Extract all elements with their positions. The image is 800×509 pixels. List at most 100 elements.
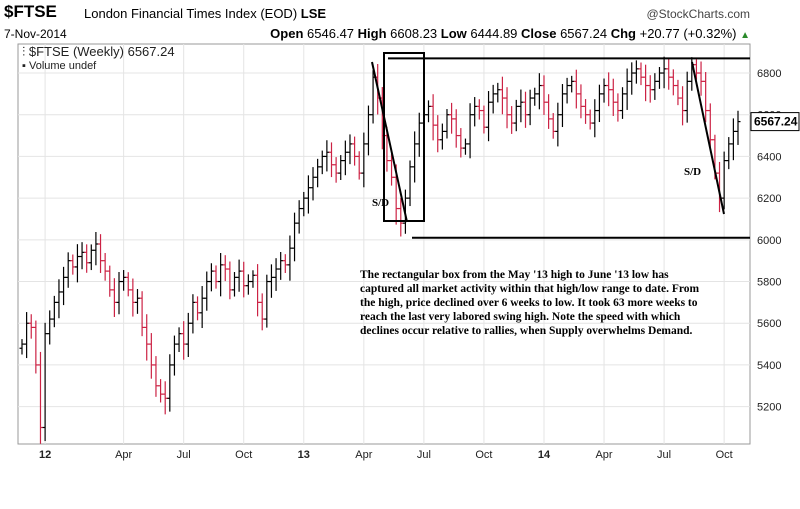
x-tick-label: 12 [39, 449, 51, 461]
price-bar [546, 94, 552, 129]
price-bar [352, 136, 358, 166]
price-bar [606, 72, 612, 107]
price-bar [24, 312, 30, 359]
price-bar [555, 102, 561, 147]
x-tick-label: Jul [417, 449, 431, 461]
high-label: High [357, 26, 387, 41]
price-bar [472, 97, 478, 127]
x-tick-label: Apr [115, 449, 132, 461]
price-bar [51, 295, 57, 328]
price-bar [449, 102, 455, 134]
price-bar [730, 118, 736, 161]
price-bar [407, 160, 413, 207]
price-bar [213, 265, 219, 289]
chg-value: +20.77 (+0.32%) [639, 26, 737, 41]
price-bar [412, 131, 418, 183]
price-bar [185, 312, 191, 358]
price-bar [596, 84, 602, 123]
price-bar [698, 61, 704, 96]
price-bar [629, 62, 635, 95]
price-bar [453, 109, 459, 148]
x-axis: 12 Apr Jul Oct 13 Apr Jul Oct 14 Apr Jul Oct [39, 449, 733, 461]
index-full-name: London Financial Times Index (EOD) [84, 6, 298, 21]
price-bar [98, 234, 104, 273]
price-bar [65, 252, 71, 288]
price-bar [93, 231, 99, 266]
price-bar [513, 99, 519, 132]
brand-link[interactable]: @StockCharts.com [646, 7, 750, 21]
high-value: 6608.23 [390, 26, 438, 41]
close-label: Close [521, 26, 557, 41]
price-bar [610, 78, 616, 116]
chart-annotations [371, 52, 750, 239]
price-bar [61, 266, 67, 306]
price-bar [476, 99, 482, 120]
y-tick-label: 5800 [757, 277, 781, 289]
price-bar [176, 327, 182, 353]
price-bar [573, 69, 579, 109]
price-bar [79, 242, 85, 270]
y-tick-label: 6400 [757, 151, 781, 163]
decline-trendline-right [691, 61, 725, 215]
y-axis: 5200540056005800600062006400660068006567… [750, 68, 800, 414]
price-bar [536, 73, 542, 110]
price-bar [680, 86, 686, 126]
price-bar [518, 89, 524, 123]
price-bar [33, 320, 39, 374]
sd-label-left: S/D [372, 197, 390, 209]
x-tick-label: 14 [538, 449, 551, 461]
price-bar [541, 75, 547, 115]
low-label: Low [440, 26, 467, 41]
price-bar [125, 272, 131, 297]
price-bar [250, 270, 256, 288]
price-bar [495, 82, 501, 103]
price-bar [462, 138, 468, 155]
price-bar [222, 255, 228, 282]
y-tick-label: 5600 [757, 318, 781, 330]
price-bar [227, 261, 233, 300]
price-bar [130, 278, 136, 317]
price-bar [296, 200, 302, 234]
low-value: 6444.89 [470, 26, 518, 41]
price-bar [287, 235, 293, 281]
price-bar [735, 110, 741, 145]
price-bar [102, 253, 108, 281]
price-bar [121, 270, 127, 291]
price-bar [638, 62, 644, 86]
price-bar [310, 167, 316, 201]
price-bar [361, 132, 367, 188]
x-tick-label: Apr [595, 449, 612, 461]
price-bar [661, 56, 667, 89]
price-bar [42, 322, 48, 442]
price-bar [615, 93, 621, 122]
price-bar [569, 75, 575, 93]
last-value-label: 6567.24 [754, 115, 798, 129]
price-bar [324, 140, 330, 172]
price-bar [333, 157, 339, 183]
price-bar [532, 87, 538, 106]
price-bar [356, 151, 362, 180]
price-bar [328, 142, 334, 178]
price-bar [199, 286, 205, 329]
price-bar [319, 150, 325, 175]
price-bar [481, 105, 487, 134]
price-bar [601, 78, 607, 103]
price-bar [416, 112, 422, 157]
open-label: Open [270, 26, 304, 41]
price-bar [111, 278, 117, 317]
price-bar [587, 109, 593, 130]
price-bar [167, 354, 173, 412]
close-value: 6567.24 [560, 26, 608, 41]
price-bar [439, 123, 445, 150]
price-bar [264, 274, 270, 328]
chg-label: Chg [610, 26, 636, 41]
price-bar [703, 72, 709, 123]
price-bar [398, 197, 404, 237]
x-tick-label: 13 [298, 449, 310, 461]
price-bar [523, 91, 529, 128]
price-bar [389, 153, 395, 186]
y-tick-label: 6000 [757, 235, 781, 247]
price-bar [144, 314, 150, 361]
up-arrow-icon: ▲ [740, 30, 750, 41]
x-tick-label: Jul [657, 449, 671, 461]
